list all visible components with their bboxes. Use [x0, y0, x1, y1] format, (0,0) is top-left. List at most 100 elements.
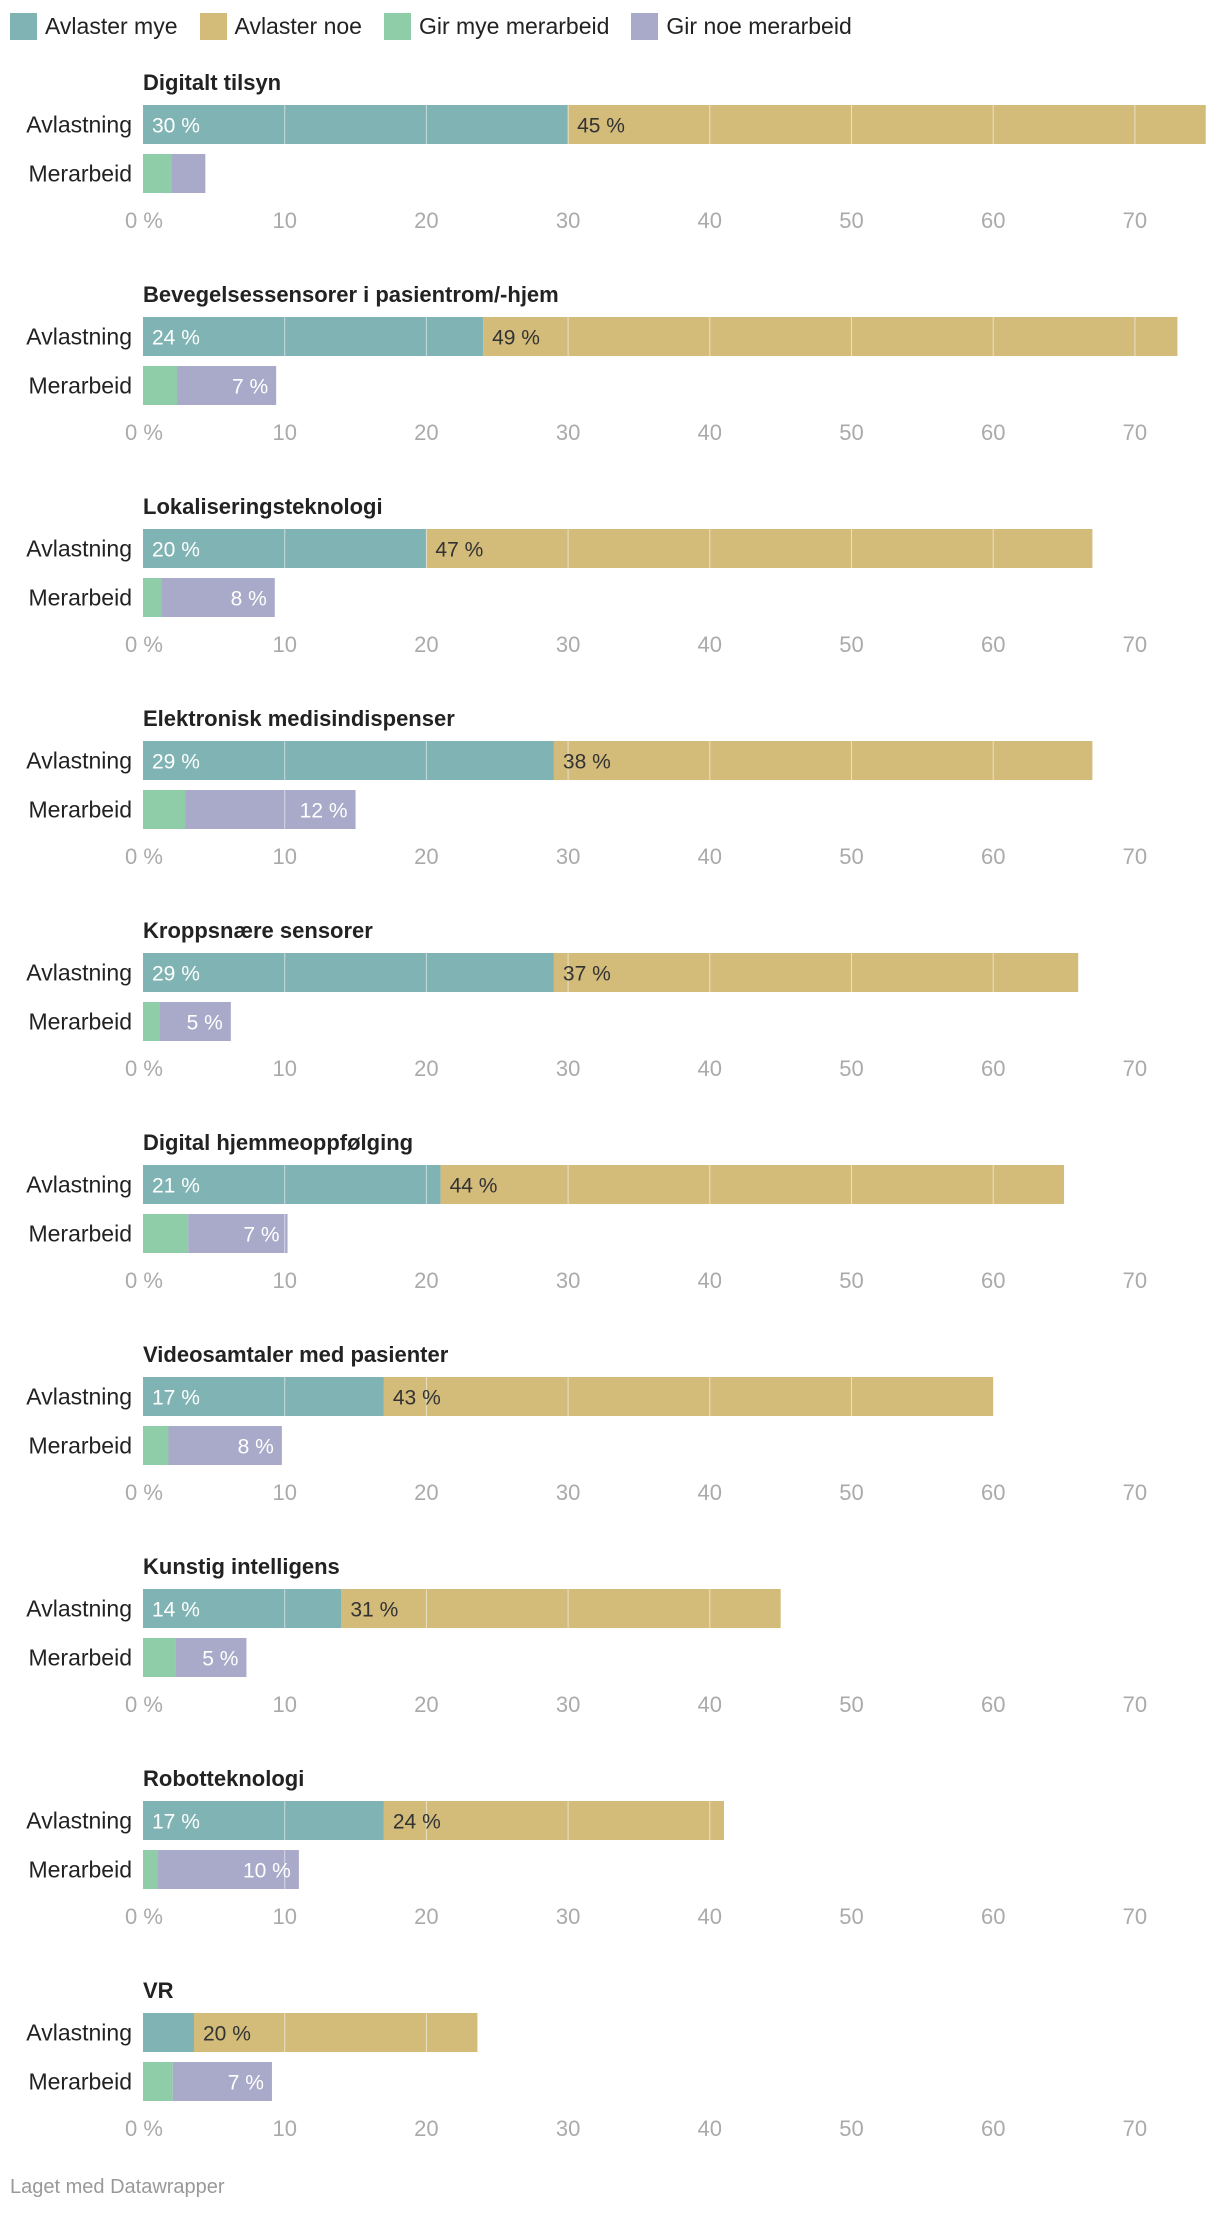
panel-title: Lokaliseringsteknologi: [143, 494, 383, 519]
bar-gir-noe-merarbeid[interactable]: [160, 1002, 231, 1041]
row-label-avlastning: Avlastning: [26, 112, 132, 138]
bar-avlaster-noe[interactable]: [440, 1165, 1065, 1204]
bar-avlaster-mye[interactable]: [143, 2013, 195, 2052]
tick-label: 20: [414, 1692, 438, 1717]
bar-gir-noe-merarbeid[interactable]: [188, 1214, 288, 1253]
bar-gir-noe-merarbeid[interactable]: [177, 366, 277, 405]
tick-label: 30: [556, 1268, 580, 1293]
row-label-merarbeid: Merarbeid: [28, 1433, 132, 1459]
tick-label: 50: [839, 632, 863, 657]
bar-avlaster-noe[interactable]: [568, 105, 1206, 144]
tick-label: 30: [556, 1904, 580, 1929]
legend-item-avlaster-mye[interactable]: Avlaster mye: [10, 12, 178, 40]
tick-label: 0 %: [125, 1056, 163, 1081]
bar-gir-noe-merarbeid[interactable]: [168, 1426, 282, 1465]
tick-label: 20: [414, 208, 438, 233]
row-label-avlastning: Avlastning: [26, 960, 132, 986]
bar-gir-mye-merarbeid[interactable]: [143, 1214, 189, 1253]
tick-label: 40: [698, 2116, 722, 2141]
value-label-gir-noe-merarbeid: 7 %: [228, 2072, 264, 2095]
tick-label: 50: [839, 208, 863, 233]
tick-label: 50: [839, 2116, 863, 2141]
tick-label: 40: [698, 1692, 722, 1717]
panel-digital-hjemmeoppfølging: Digital hjemmeoppfølging Avlastning 21 % 44…: [26, 1130, 1147, 1293]
bar-gir-noe-merarbeid[interactable]: [175, 1638, 247, 1677]
bar-avlaster-mye[interactable]: [143, 1589, 342, 1628]
bar-avlaster-noe[interactable]: [553, 953, 1079, 992]
legend-item-gir-noe-merarbeid[interactable]: Gir noe merarbeid: [631, 12, 852, 40]
bar-gir-mye-merarbeid[interactable]: [143, 1002, 161, 1041]
value-label-gir-noe-merarbeid: 5 %: [202, 1648, 238, 1671]
bar-gir-noe-merarbeid[interactable]: [172, 2062, 272, 2101]
panel-vr: VR Avlastning 20 % Merarbeid 7 % 0 % 10 20 30 40 5…: [26, 1978, 1147, 2141]
tick-label: 0 %: [125, 844, 163, 869]
tick-label: 60: [981, 1904, 1005, 1929]
bar-avlaster-mye[interactable]: [143, 105, 569, 144]
bar-gir-mye-merarbeid[interactable]: [143, 2062, 173, 2101]
tick-label: 20: [414, 632, 438, 657]
row-label-avlastning: Avlastning: [26, 748, 132, 774]
bar-avlaster-noe[interactable]: [426, 529, 1093, 568]
tick-label: 50: [839, 1904, 863, 1929]
bar-avlaster-mye[interactable]: [143, 1377, 384, 1416]
tick-label: 70: [1123, 1268, 1147, 1293]
tick-label: 10: [272, 1268, 296, 1293]
panel-videosamtaler-med-pasienter: Videosamtaler med pasienter Avlastning 17 …: [26, 1342, 1147, 1505]
bar-avlaster-noe[interactable]: [383, 1377, 994, 1416]
tick-label: 0 %: [125, 1480, 163, 1505]
legend-item-gir-mye-merarbeid[interactable]: Gir mye merarbeid: [383, 12, 609, 40]
bar-gir-mye-merarbeid[interactable]: [143, 578, 162, 617]
bar-avlaster-noe[interactable]: [194, 2013, 478, 2052]
panel-bevegelsessensorer-i-pasientrom-hjem: Bevegelsessensorer i pasientrom/-hjem Avl…: [26, 282, 1178, 445]
value-label-avlaster-noe: 37 %: [563, 963, 611, 986]
bar-gir-mye-merarbeid[interactable]: [143, 1638, 176, 1677]
value-label-avlaster-mye: 21 %: [152, 1175, 200, 1198]
tick-label: 40: [698, 1904, 722, 1929]
value-label-avlaster-mye: 24 %: [152, 327, 200, 350]
bar-avlaster-noe[interactable]: [383, 1801, 724, 1840]
legend-item-avlaster-noe[interactable]: Avlaster noe: [199, 12, 362, 40]
value-label-avlaster-noe: 43 %: [393, 1387, 441, 1410]
tick-label: 10: [272, 844, 296, 869]
panel-title: Kroppsnære sensorer: [143, 918, 373, 943]
bar-gir-noe-merarbeid[interactable]: [171, 154, 206, 193]
bar-gir-noe-merarbeid[interactable]: [161, 578, 275, 617]
value-label-gir-noe-merarbeid: 5 %: [187, 1012, 223, 1035]
panel-elektronisk-medisindispenser: Elektronisk medisindispenser Avlastning 29…: [26, 706, 1147, 869]
tick-label: 60: [981, 208, 1005, 233]
tick-label: 10: [272, 1904, 296, 1929]
tick-label: 20: [414, 844, 438, 869]
bar-avlaster-mye[interactable]: [143, 1801, 384, 1840]
bar-gir-mye-merarbeid[interactable]: [143, 790, 186, 829]
bar-avlaster-mye[interactable]: [143, 953, 554, 992]
bar-gir-noe-merarbeid[interactable]: [157, 1850, 299, 1889]
bar-avlaster-mye[interactable]: [143, 741, 554, 780]
bar-gir-noe-merarbeid[interactable]: [185, 790, 356, 829]
tick-label: 70: [1123, 1904, 1147, 1929]
legend-swatch-gir-noe-merarbeid: [631, 12, 659, 40]
row-label-avlastning: Avlastning: [26, 324, 132, 350]
value-label-avlaster-mye: 14 %: [152, 1599, 200, 1622]
panel-title: Kunstig intelligens: [143, 1554, 340, 1579]
bar-gir-mye-merarbeid[interactable]: [143, 366, 178, 405]
tick-label: 70: [1123, 420, 1147, 445]
footer-credit[interactable]: Laget med Datawrapper: [10, 2176, 225, 2198]
tick-label: 10: [272, 1056, 296, 1081]
bar-avlaster-noe[interactable]: [483, 317, 1178, 356]
tick-label: 60: [981, 632, 1005, 657]
tick-label: 30: [556, 420, 580, 445]
legend-label-gir-noe-merarbeid: Gir noe merarbeid: [666, 12, 852, 39]
tick-label: 60: [981, 1692, 1005, 1717]
tick-label: 70: [1123, 844, 1147, 869]
row-label-avlastning: Avlastning: [26, 536, 132, 562]
bar-avlaster-noe[interactable]: [341, 1589, 781, 1628]
bar-gir-mye-merarbeid[interactable]: [143, 154, 172, 193]
panel-digitalt-tilsyn: Digitalt tilsyn Avlastning 30 % 45 % Merarbe…: [26, 70, 1206, 233]
bar-gir-mye-merarbeid[interactable]: [143, 1850, 158, 1889]
value-label-avlaster-noe: 44 %: [450, 1175, 498, 1198]
bar-avlaster-mye[interactable]: [143, 1165, 441, 1204]
bar-gir-mye-merarbeid[interactable]: [143, 1426, 169, 1465]
tick-label: 60: [981, 1268, 1005, 1293]
tick-label: 70: [1123, 1056, 1147, 1081]
bar-avlaster-noe[interactable]: [553, 741, 1093, 780]
